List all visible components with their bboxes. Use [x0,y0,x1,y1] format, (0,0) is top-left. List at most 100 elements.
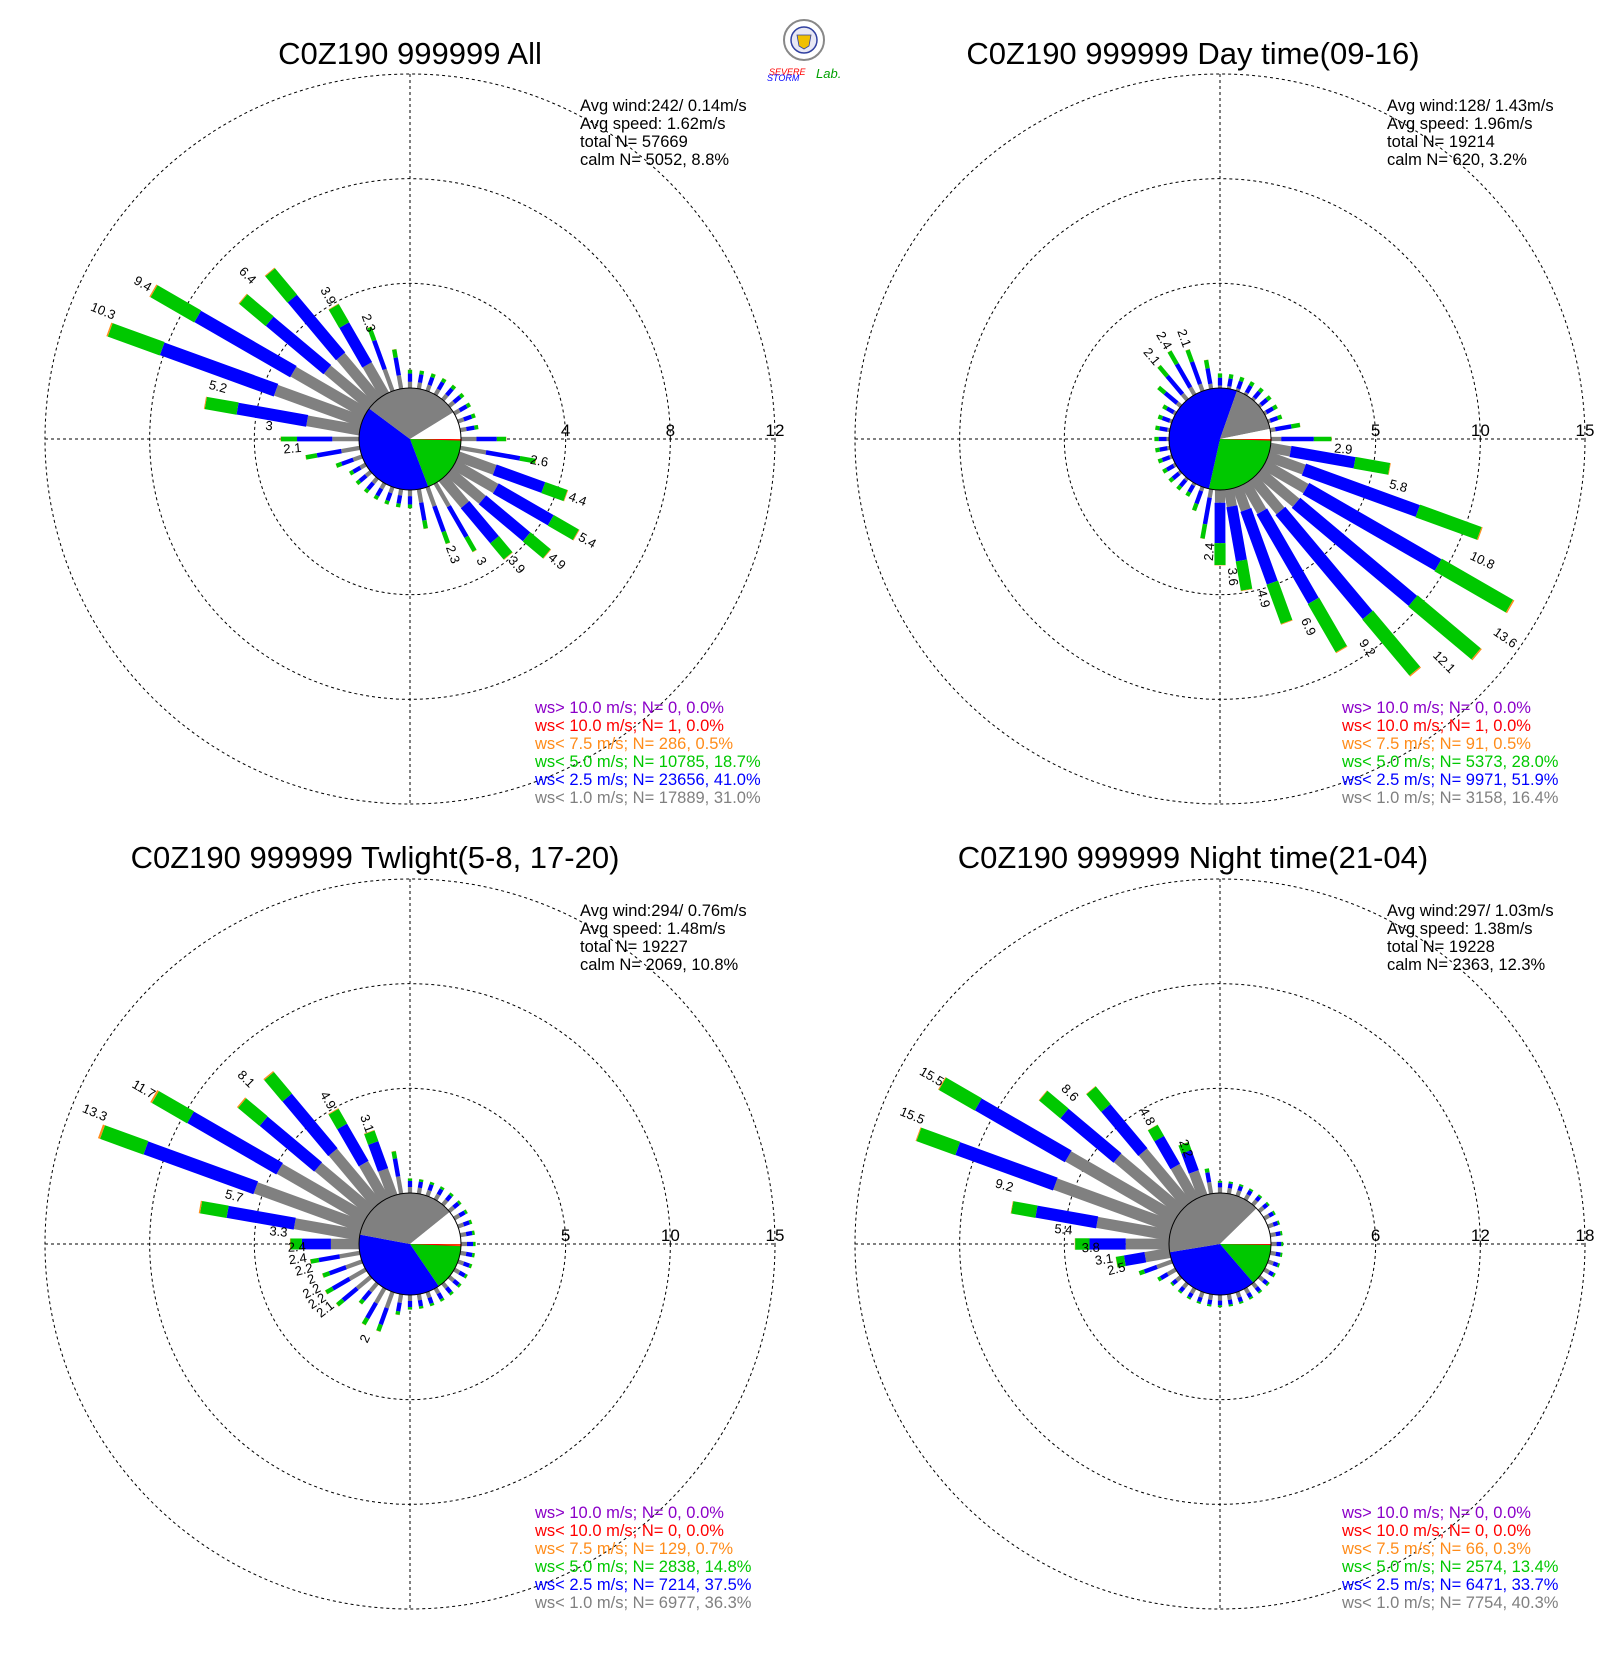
stat-line: total N= 19228 [1387,938,1495,956]
wind-bar-segment [1206,1181,1214,1195]
ring-label: 4 [561,421,570,440]
wind-bar-segment [323,365,375,411]
bar-label: 10.8 [1468,548,1497,572]
bar-label: 2.4 [288,1250,308,1267]
wind-bar-segment [1060,1108,1122,1163]
wind-bar-segment [1257,1205,1265,1213]
wind-bar-segment [429,1181,435,1186]
pie-slice [410,1212,462,1244]
wind-bar-segment [1269,427,1276,433]
wind-bar-segment [1246,1291,1253,1299]
range-ring [253,1087,567,1401]
legend-entry: ws< 5.0 m/s; N= 2574, 13.4% [1341,1558,1559,1576]
bar-label: 4.4 [567,489,589,509]
wind-bar-segment [1237,1296,1243,1303]
wind-bar-segment [372,339,387,371]
wind-bar-segment [1226,1293,1232,1301]
wind-bar-segment [1434,558,1514,613]
wind-bar-segment [1166,1267,1177,1277]
wind-bar-segment [417,374,424,384]
wind-bar-segment [1123,1251,1147,1267]
legend-entry: ws> 10.0 m/s; N= 0, 0.0% [534,1504,724,1522]
wind-bar-segment [1272,1210,1276,1216]
bar-label: 2.4 [1201,542,1218,561]
wind-bar-segment [1261,1278,1269,1286]
ring-label: 12 [1471,1226,1490,1245]
wind-bar-segment [1157,364,1170,378]
wind-bar-segment [440,377,447,384]
bar-label: 6.4 [236,264,259,287]
wind-bar-segment [1207,488,1214,498]
wind-bar-segment [448,1192,454,1198]
wind-bar-segment [1174,363,1193,389]
wind-bar-segment [1505,599,1515,614]
wind-bar-segment [1171,471,1181,481]
logo-text-storm: STORM [767,73,800,83]
wind-bar-segment [1189,361,1203,385]
wind-bar-segment [447,1205,455,1213]
wind-bar-segment [457,1259,465,1266]
wind-bar-segment [1256,508,1319,604]
wind-bar-segment [1187,1291,1194,1299]
wind-bar-segment [1186,1296,1192,1300]
wind-bar-segment [460,501,499,544]
wind-bar-segment [422,520,428,529]
wind-bar-segment [468,1219,473,1225]
wind-bar-segment [492,464,546,493]
wind-bar-segment [150,285,202,323]
wind-bar-segment [259,1116,323,1172]
wind-bar-segment [318,1254,341,1263]
bar-label: 2.2 [1176,1137,1196,1159]
wind-bar-segment [456,451,497,475]
wind-bar-segment [1240,480,1267,515]
ring-label: 6 [1371,1226,1380,1245]
wind-bar-segment [492,483,554,526]
bar-label: 13.6 [1491,624,1520,651]
wind-bar-segment [459,445,487,455]
wind-bar-segment [339,1250,361,1259]
wind-bar-segment [1162,404,1168,411]
bar-label: 4.9 [317,1089,339,1112]
wind-bar-segment [416,488,424,504]
wind-bar-segment [355,1275,373,1290]
wind-bar-segment [336,1298,345,1307]
wind-bar-segment [385,492,393,502]
wind-bar-segment [417,1299,424,1307]
wind-bar-segment [1275,506,1373,620]
wind-bar-segment [465,425,475,432]
wind-bar-segment [1180,392,1189,402]
wind-bar-segment [1011,1201,1038,1218]
wind-bar-segment [1238,1183,1244,1188]
wind-bar-segment [1257,387,1264,394]
wind-bar-segment [1171,1278,1179,1286]
ring-label: 18 [1576,1226,1595,1245]
wind-bar-segment [348,1267,367,1281]
pie-slice [1169,1193,1257,1253]
legend-entry: ws< 2.5 m/s; N= 6471, 33.7% [1341,1576,1559,1594]
wind-bar-segment [1267,1270,1275,1277]
bar-label: 3.9 [505,553,528,576]
ring-label: 10 [661,1226,680,1245]
legend-entry: ws< 10.0 m/s; N= 1, 0.0% [1341,717,1531,735]
bar-label: 2.3 [443,543,463,565]
wind-bar-segment [1178,1141,1192,1154]
wind-bar-segment [316,448,342,458]
wind-bar-segment [519,456,536,464]
wind-bar-segment [397,1293,404,1303]
wind-bar-segment [392,1158,401,1177]
wind-bar-segment [416,1293,422,1301]
wind-bar-segment [453,1267,461,1275]
wind-bar-segment [337,1123,369,1167]
wind-bar-segment [1227,1299,1233,1305]
bar-label: 5.7 [223,1186,244,1205]
wind-bar-segment [1207,1299,1213,1305]
bar-label: 2.4 [287,1239,306,1255]
wind-bar-segment [239,294,274,327]
wind-bar-segment [1203,359,1210,369]
wind-bar-segment [1272,1272,1276,1278]
wind-bar-segment [452,395,462,404]
wind-bar-segment [361,1317,370,1326]
wind-bar-segment [1257,1289,1263,1294]
wind-bar-segment [264,1071,293,1102]
wind-bar-segment [445,467,486,504]
